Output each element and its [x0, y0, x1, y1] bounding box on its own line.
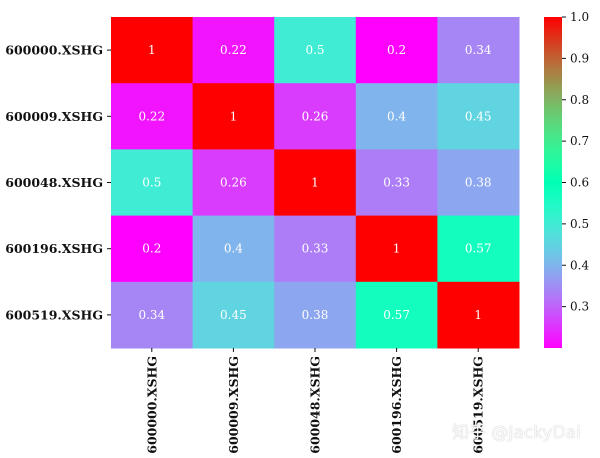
colorbar-tick-label: 0.3	[570, 300, 589, 314]
cell-value-label: 1	[393, 242, 401, 256]
cell-value-label: 0.2	[142, 242, 161, 256]
heatmap-cell	[192, 17, 275, 84]
x-tick-label: 600009.XSHG	[226, 356, 241, 454]
colorbar-tick-label: 0.5	[570, 217, 589, 231]
cell-value-label: 0.22	[220, 43, 247, 57]
heatmap-cell	[192, 149, 275, 217]
heatmap-cell	[355, 215, 438, 283]
cell-value-label: 0.45	[465, 109, 492, 123]
heatmap-cell	[437, 281, 520, 349]
heatmap-cells	[111, 17, 520, 349]
cell-value-label: 0.4	[224, 242, 243, 256]
y-tick-label: 600009.XSHG	[5, 109, 103, 124]
cell-value-label: 0.2	[387, 43, 406, 57]
cell-value-label: 0.45	[220, 308, 247, 322]
cell-value-label: 0.57	[465, 242, 492, 256]
heatmap-cell	[111, 281, 194, 349]
cell-value-label: 0.33	[302, 242, 329, 256]
y-tick-label: 600048.XSHG	[5, 175, 103, 190]
heatmap-cell	[111, 83, 194, 150]
x-tick-label: 600048.XSHG	[308, 356, 323, 454]
heatmap-cell	[111, 215, 194, 283]
y-tick-label: 600519.XSHG	[5, 307, 103, 322]
heatmap-cell-labels: 1 0.22 0.5 0.2 0.34 0.22 1 0.26 0.4 0.45 0.5 0.26 1 0…	[138, 43, 491, 322]
cell-value-label: 0.57	[383, 308, 410, 322]
y-tick-label: 600000.XSHG	[5, 43, 103, 58]
heatmap-cell	[437, 83, 520, 150]
cell-value-label: 1	[474, 308, 482, 322]
colorbar-tick-label: 1.0	[570, 10, 589, 24]
heatmap-cell	[355, 149, 438, 217]
cell-value-label: 0.33	[383, 176, 410, 190]
heatmap-cell	[274, 215, 357, 283]
cell-value-label: 0.38	[465, 176, 492, 190]
colorbar: 1.0 0.9 0.8 0.7 0.6 0.5 0.4 0.3	[544, 10, 589, 348]
watermark: 知乎 @JackyDai	[452, 423, 581, 443]
colorbar-tick-label: 0.7	[570, 134, 589, 148]
cell-value-label: 0.34	[138, 308, 165, 322]
heatmap-cell	[355, 281, 438, 349]
cell-value-label: 0.26	[220, 176, 247, 190]
cell-value-label: 1	[311, 176, 319, 190]
heatmap-cell	[437, 215, 520, 283]
heatmap-cell	[274, 83, 357, 150]
heatmap-cell	[111, 149, 194, 217]
y-axis-tick-labels: 600000.XSHG 600009.XSHG 600048.XSHG 600196.…	[5, 43, 111, 322]
heatmap-cell	[437, 17, 520, 84]
heatmap-cell	[274, 17, 357, 84]
heatmap-cell	[274, 281, 357, 349]
heatmap-cell	[274, 149, 357, 217]
cell-value-label: 1	[148, 43, 156, 57]
x-tick-label: 600196.XSHG	[389, 356, 404, 454]
cell-value-label: 0.5	[142, 176, 161, 190]
colorbar-tick-label: 0.4	[570, 258, 589, 272]
cell-value-label: 0.4	[387, 109, 406, 123]
cell-value-label: 0.5	[305, 43, 324, 57]
heatmap-cell	[111, 17, 194, 84]
cell-value-label: 1	[230, 109, 238, 123]
heatmap-cell	[437, 149, 520, 217]
cell-value-label: 0.26	[302, 109, 329, 123]
heatmap-cell	[192, 281, 275, 349]
colorbar-gradient	[544, 17, 562, 348]
colorbar-tick-label: 0.9	[570, 51, 589, 65]
heatmap-cell	[192, 83, 275, 150]
cell-value-label: 0.34	[465, 43, 492, 57]
x-tick-label: 600000.XSHG	[144, 356, 159, 454]
colorbar-tick-label: 0.6	[570, 176, 589, 190]
heatmap-cell	[355, 83, 438, 150]
y-tick-label: 600196.XSHG	[5, 241, 103, 256]
colorbar-tick-label: 0.8	[570, 93, 589, 107]
x-axis-tick-labels: 600000.XSHG 600009.XSHG 600048.XSHG 600196.…	[144, 348, 486, 454]
x-tick-label: 600519.XSHG	[471, 356, 486, 454]
cell-value-label: 0.22	[138, 109, 165, 123]
heatmap-cell	[192, 215, 275, 283]
heatmap-cell	[355, 17, 438, 84]
cell-value-label: 0.38	[302, 308, 329, 322]
